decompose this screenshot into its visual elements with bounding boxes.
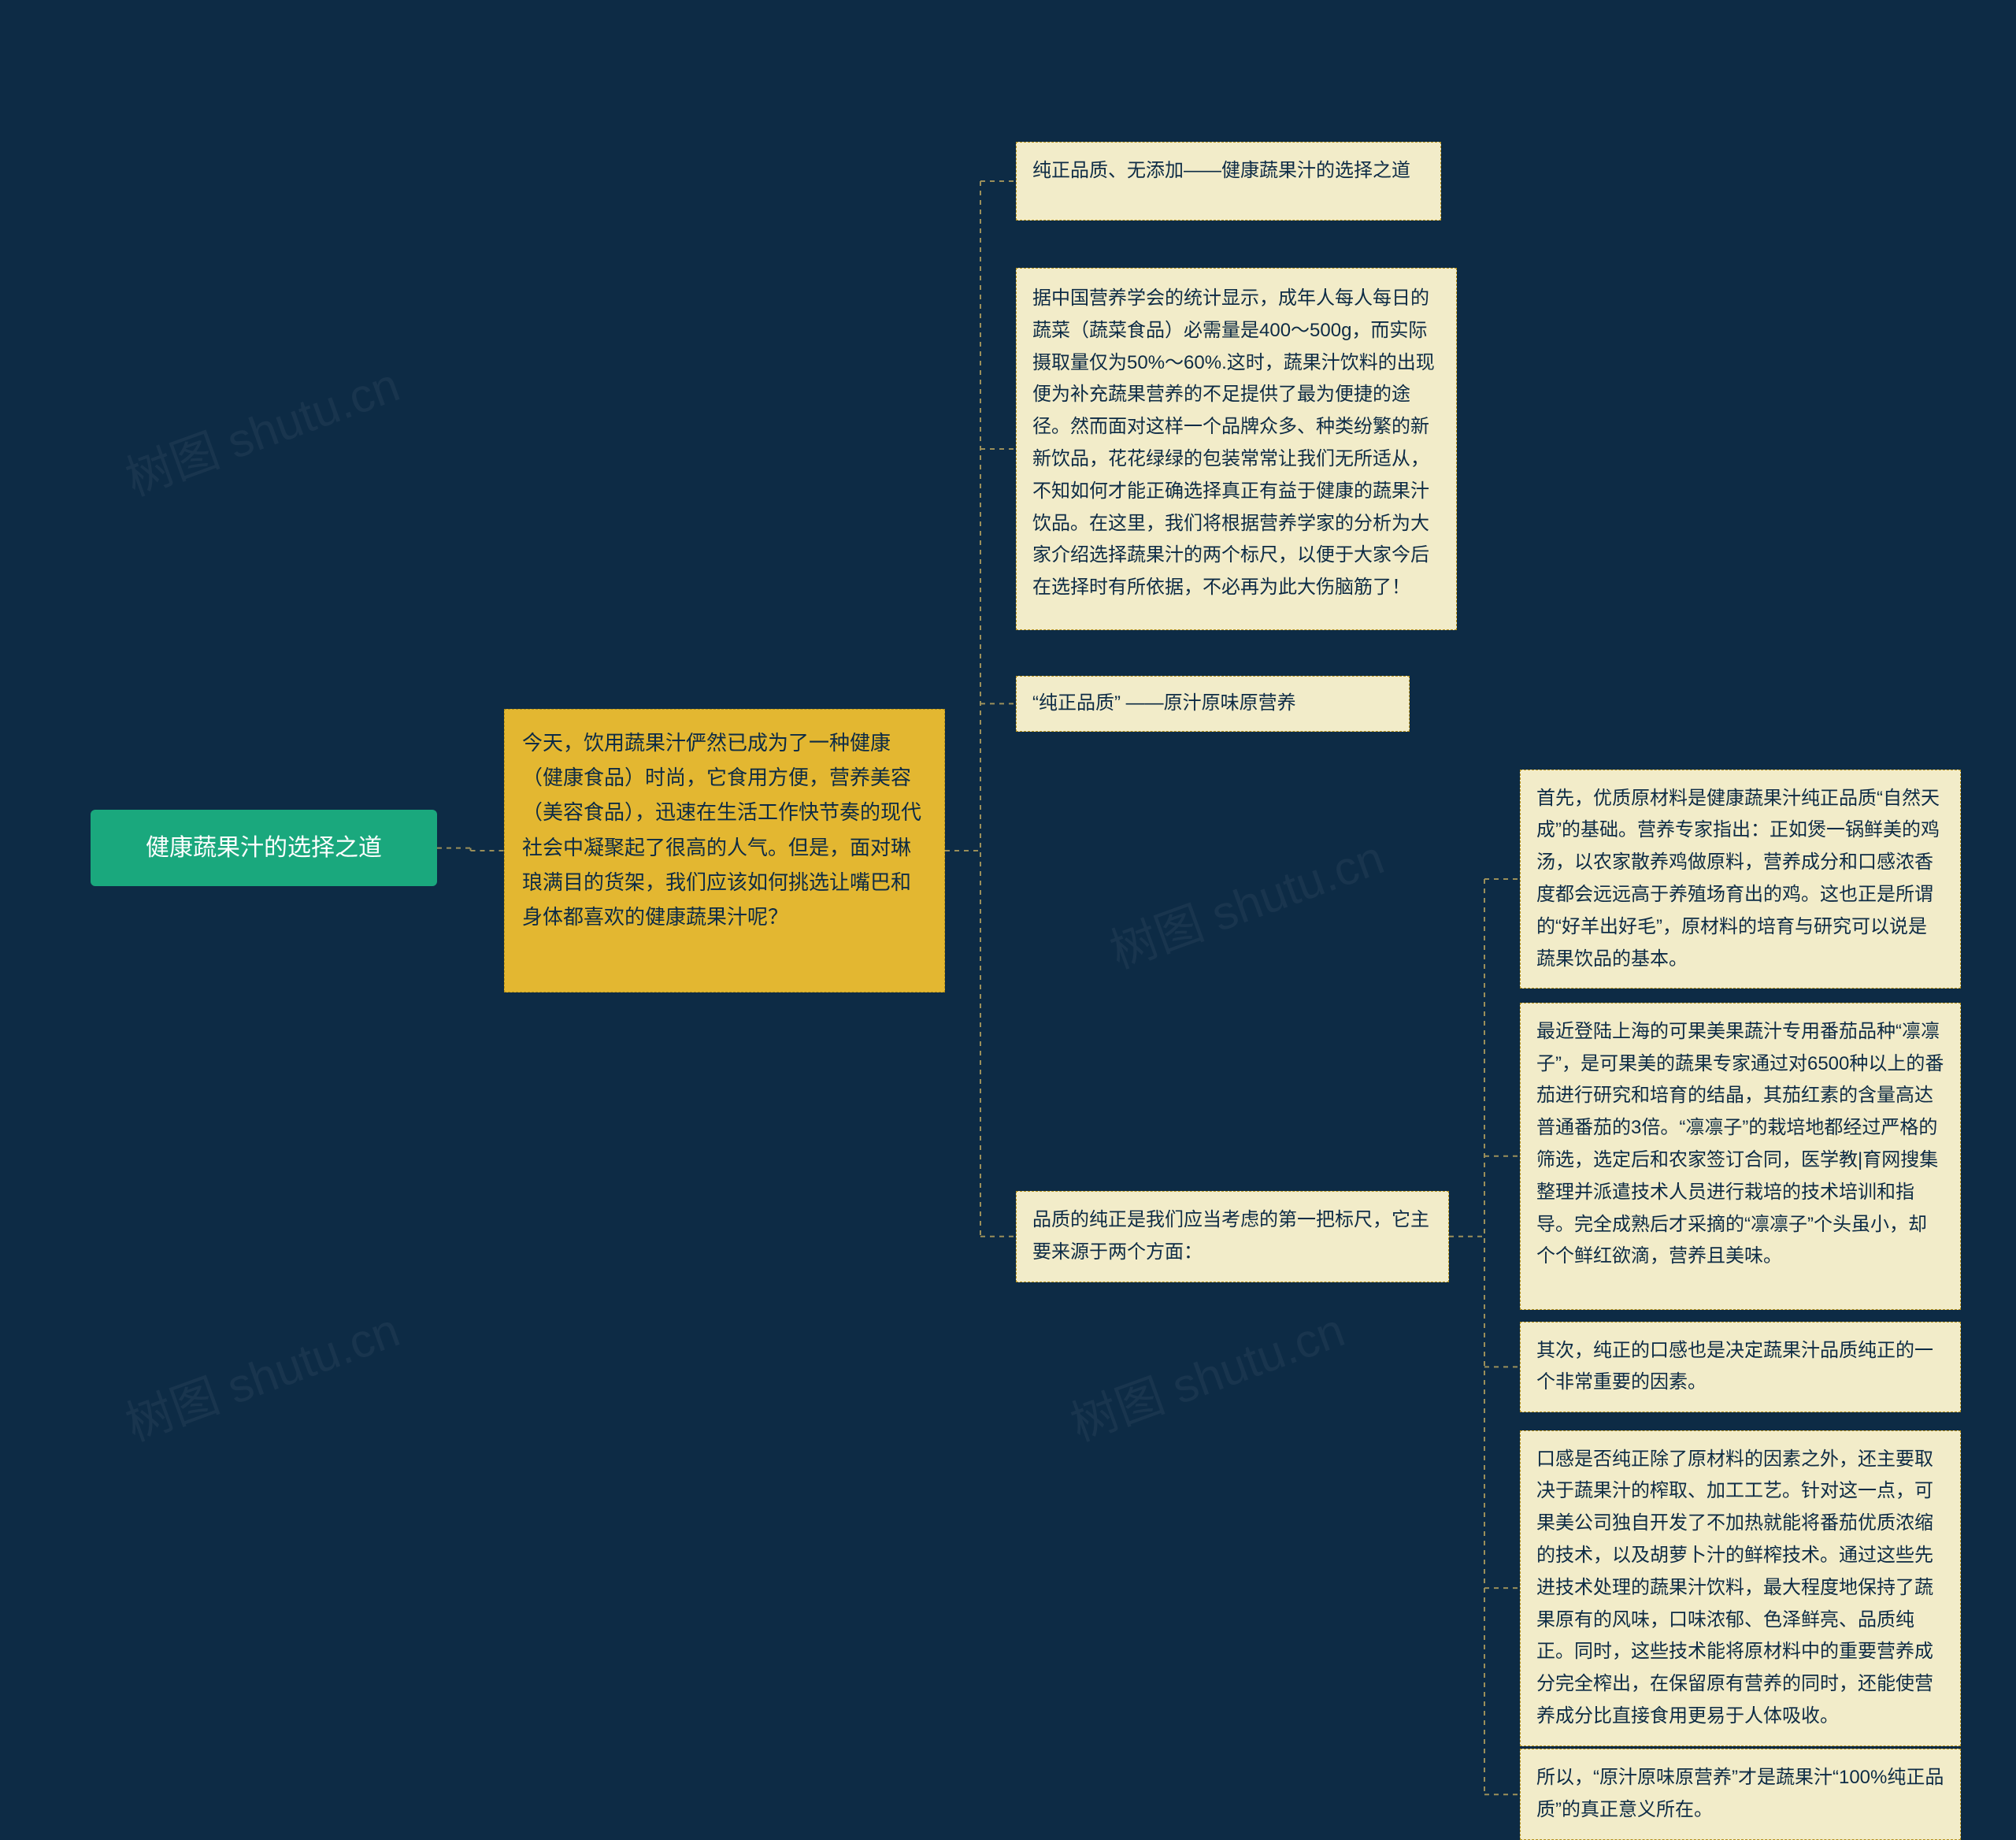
watermark: 树图 shutu.cn [1099,819,1392,981]
node-n1[interactable]: 纯正品质、无添加——健康蔬果汁的选择之道 [1016,142,1441,221]
node-n4d[interactable]: 口感是否纯正除了原材料的因素之外，还主要取决于蔬果汁的榨取、加工工艺。针对这一点… [1520,1430,1961,1746]
node-n4[interactable]: 品质的纯正是我们应当考虑的第一把标尺，它主要来源于两个方面： [1016,1191,1449,1282]
node-n4c[interactable]: 其次，纯正的口感也是决定蔬果汁品质纯正的一个非常重要的因素。 [1520,1322,1961,1413]
watermark: 树图 shutu.cn [115,1292,407,1454]
watermark: 树图 shutu.cn [115,347,407,509]
node-n2[interactable]: 据中国营养学会的统计显示，成年人每人每日的蔬菜（蔬菜食品）必需量是400～500… [1016,268,1457,630]
node-n4b[interactable]: 最近登陆上海的可果美果蔬汁专用番茄品种“凛凛子”，是可果美的蔬果专家通过对650… [1520,1003,1961,1310]
node-n4a[interactable]: 首先，优质原材料是健康蔬果汁纯正品质“自然天成”的基础。营养专家指出：正如煲一锅… [1520,770,1961,989]
node-n4e[interactable]: 所以，“原汁原味原营养”才是蔬果汁“100%纯正品质”的真正意义所在。 [1520,1749,1961,1840]
node-n3[interactable]: “纯正品质” ——原汁原味原营养 [1016,676,1410,732]
node-root[interactable]: 健康蔬果汁的选择之道 [91,810,437,886]
node-level1[interactable]: 今天，饮用蔬果汁俨然已成为了一种健康（健康食品）时尚，它食用方便，营养美容（美容… [504,709,945,992]
mindmap-canvas: 树图 shutu.cn 树图 shutu.cn 树图 shutu.cn 树图 shut… [0,0,2016,1819]
watermark: 树图 shutu.cn [1060,1292,1352,1454]
